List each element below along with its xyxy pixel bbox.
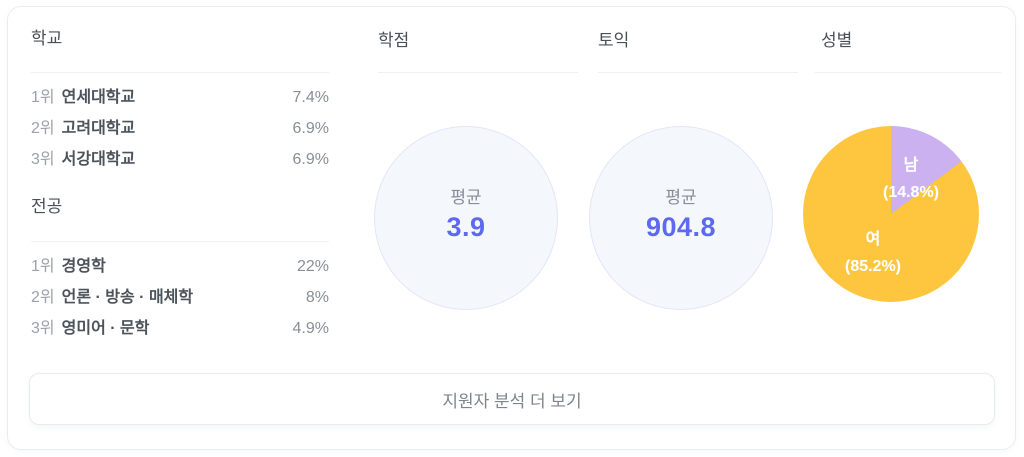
toeic-average-label: 평균	[665, 188, 697, 207]
stats-card: 학교 1위 연세대학교 7.4% 2위 고려대학교 6.9% 3위 서강대학교 …	[7, 6, 1016, 450]
gpa-divider	[378, 72, 578, 73]
gender-pie: 남 (14.8%) 여 (85.2%)	[803, 126, 979, 302]
male-label: 남	[903, 157, 919, 174]
school-rank-row: 1위 연세대학교 7.4%	[31, 87, 329, 109]
toeic-section-title: 토익	[598, 31, 630, 50]
school-rank-row: 2위 고려대학교 6.9%	[31, 118, 329, 140]
major-rank-row: 1위 경영학 22%	[31, 256, 329, 278]
view-more-analysis-button[interactable]: 지원자 분석 더 보기	[29, 373, 995, 425]
gpa-average-value: 3.9	[446, 212, 486, 242]
gender-divider	[815, 72, 1001, 73]
major-name: 언론 · 방송 · 매체학	[61, 289, 194, 306]
school-name: 고려대학교	[61, 120, 136, 137]
female-label: 여	[865, 231, 881, 248]
gpa-average-circle: 평균 3.9	[374, 126, 558, 310]
major-rank-row: 2위 언론 · 방송 · 매체학 8%	[31, 287, 329, 309]
toeic-average-circle: 평균 904.8	[589, 126, 773, 310]
major-name: 경영학	[61, 258, 106, 275]
gender-pie-label-female: 여 (85.2%)	[821, 226, 925, 280]
rank-label: 1위	[31, 258, 55, 275]
gender-section-title: 성별	[821, 31, 853, 50]
school-section-title: 학교	[31, 29, 63, 48]
major-rank-row: 3위 영미어 · 문학 4.9%	[31, 318, 329, 340]
rank-label: 1위	[31, 89, 55, 106]
school-percent: 6.9%	[292, 151, 329, 168]
female-percent: (85.2%)	[844, 258, 902, 275]
school-name: 연세대학교	[61, 89, 136, 106]
rank-label: 2위	[31, 289, 55, 306]
gpa-average-label: 평균	[450, 188, 482, 207]
toeic-divider	[598, 72, 798, 73]
rank-label: 3위	[31, 151, 55, 168]
gender-pie-label-male: 남 (14.8%)	[859, 152, 963, 206]
major-percent: 22%	[296, 258, 329, 275]
rank-label: 3위	[31, 320, 55, 337]
major-percent: 8%	[305, 289, 329, 306]
rank-label: 2위	[31, 120, 55, 137]
school-rank-row: 3위 서강대학교 6.9%	[31, 149, 329, 171]
toeic-average-value: 904.8	[645, 212, 717, 242]
school-name: 서강대학교	[61, 151, 136, 168]
major-section-title: 전공	[31, 197, 63, 216]
school-percent: 6.9%	[292, 120, 329, 137]
major-name: 영미어 · 문학	[61, 320, 150, 337]
major-divider	[31, 241, 329, 242]
male-percent: (14.8%)	[882, 184, 940, 201]
gpa-section-title: 학점	[378, 31, 410, 50]
school-divider	[31, 72, 329, 73]
school-percent: 7.4%	[292, 89, 329, 106]
major-percent: 4.9%	[292, 320, 329, 337]
